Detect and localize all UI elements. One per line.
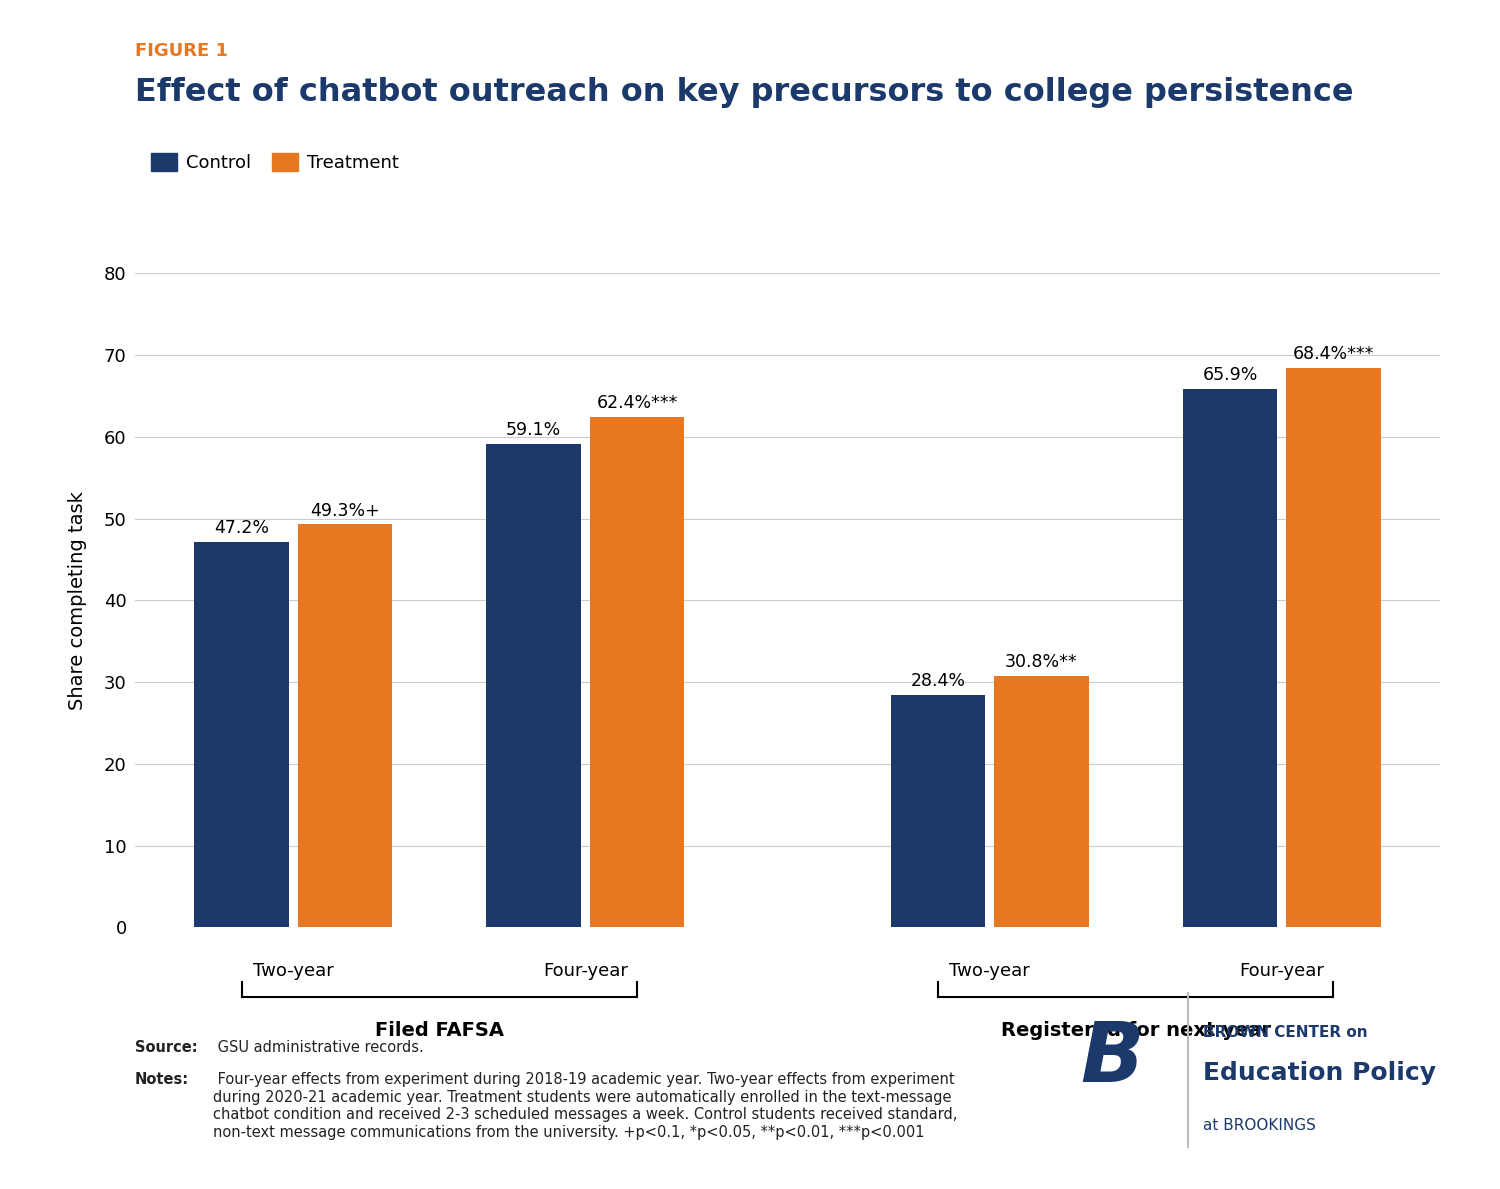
Text: 68.4%***: 68.4%***: [1293, 345, 1374, 364]
Bar: [1287, 369, 1380, 927]
Text: 62.4%***: 62.4%***: [597, 395, 678, 413]
Text: Two-year: Two-year: [950, 962, 1030, 980]
Text: 59.1%: 59.1%: [506, 421, 561, 440]
Text: 49.3%+: 49.3%+: [310, 502, 380, 520]
Bar: [1184, 389, 1278, 927]
Text: GSU administrative records.: GSU administrative records.: [213, 1040, 423, 1056]
Text: Notes:: Notes:: [135, 1072, 189, 1088]
Bar: [590, 417, 684, 927]
Bar: [994, 675, 1089, 927]
Text: Four-year: Four-year: [543, 962, 627, 980]
Y-axis label: Share completing task: Share completing task: [69, 491, 87, 710]
Text: 47.2%: 47.2%: [214, 518, 268, 536]
Bar: [486, 445, 580, 927]
Text: Registered for next year: Registered for next year: [1000, 1021, 1270, 1040]
Legend: Control, Treatment: Control, Treatment: [144, 146, 405, 180]
Text: FIGURE 1: FIGURE 1: [135, 42, 228, 59]
Text: 28.4%: 28.4%: [910, 672, 966, 691]
Text: BROWN CENTER on: BROWN CENTER on: [1203, 1025, 1368, 1040]
Text: Filed FAFSA: Filed FAFSA: [375, 1021, 504, 1040]
Text: Four-year effects from experiment during 2018-19 academic year. Two-year effects: Four-year effects from experiment during…: [213, 1072, 957, 1140]
Text: Four-year: Four-year: [1239, 962, 1324, 980]
Bar: [195, 542, 288, 927]
Text: 65.9%: 65.9%: [1203, 366, 1258, 384]
Text: Two-year: Two-year: [254, 962, 333, 980]
Text: Effect of chatbot outreach on key precursors to college persistence: Effect of chatbot outreach on key precur…: [135, 77, 1353, 108]
Bar: [891, 696, 986, 927]
Text: 30.8%**: 30.8%**: [1005, 653, 1077, 671]
Text: Education Policy: Education Policy: [1203, 1061, 1436, 1084]
Text: B: B: [1080, 1018, 1143, 1099]
Bar: [297, 524, 392, 927]
Text: Source:: Source:: [135, 1040, 198, 1056]
Text: at BROOKINGS: at BROOKINGS: [1203, 1118, 1316, 1133]
